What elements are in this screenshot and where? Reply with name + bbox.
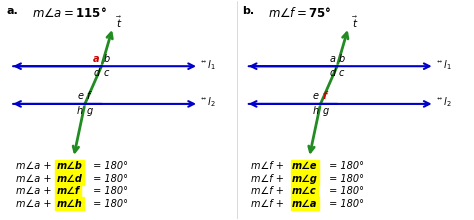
Text: f: f (322, 91, 327, 101)
Text: = 180°: = 180° (326, 186, 364, 196)
Text: c: c (339, 68, 344, 78)
Text: m∠g: m∠g (292, 174, 318, 184)
Text: g: g (322, 106, 328, 116)
Text: e: e (313, 91, 319, 101)
Text: a: a (329, 53, 335, 64)
Text: b.: b. (242, 6, 254, 16)
Text: m∠e: m∠e (292, 161, 318, 171)
Text: m∠f: m∠f (56, 186, 80, 196)
Text: b: b (339, 53, 345, 64)
Text: = 180°: = 180° (326, 199, 364, 209)
Text: m∠f +: m∠f + (251, 161, 287, 171)
Text: g: g (87, 106, 93, 116)
Text: c: c (103, 68, 109, 78)
Text: m∠c: m∠c (292, 186, 317, 196)
Text: $m\angle a = \mathbf{115°}$: $m\angle a = \mathbf{115°}$ (32, 6, 107, 20)
Text: m∠a +: m∠a + (16, 199, 54, 209)
Text: = 180°: = 180° (91, 174, 128, 184)
Text: a: a (93, 53, 100, 64)
Text: $\vec{t}$: $\vec{t}$ (116, 14, 123, 30)
Text: = 180°: = 180° (326, 174, 364, 184)
Text: m∠f +: m∠f + (251, 199, 287, 209)
Text: $\overleftrightarrow{l}_1$: $\overleftrightarrow{l}_1$ (437, 58, 451, 72)
Text: m∠a +: m∠a + (16, 174, 54, 184)
Text: $\overleftrightarrow{l}_1$: $\overleftrightarrow{l}_1$ (201, 58, 216, 72)
Text: e: e (77, 91, 83, 101)
Text: m∠f +: m∠f + (251, 174, 287, 184)
Text: m∠a +: m∠a + (16, 186, 54, 196)
Text: d: d (329, 68, 335, 78)
Text: = 180°: = 180° (326, 161, 364, 171)
Text: = 180°: = 180° (91, 161, 128, 171)
Text: b: b (103, 53, 109, 64)
Text: $\overleftrightarrow{l}_2$: $\overleftrightarrow{l}_2$ (201, 96, 216, 110)
Text: m∠d: m∠d (56, 174, 82, 184)
Text: a.: a. (6, 6, 18, 16)
Text: = 180°: = 180° (91, 186, 128, 196)
Text: $\vec{t}$: $\vec{t}$ (352, 14, 358, 30)
Text: f: f (87, 91, 90, 101)
Text: m∠h: m∠h (56, 199, 82, 209)
Text: d: d (93, 68, 100, 78)
Text: m∠a: m∠a (292, 199, 318, 209)
Text: m∠a +: m∠a + (16, 161, 54, 171)
Text: h: h (313, 106, 319, 116)
Text: $\overleftrightarrow{l}_2$: $\overleftrightarrow{l}_2$ (437, 96, 451, 110)
Text: m∠b: m∠b (56, 161, 82, 171)
Text: m∠f +: m∠f + (251, 186, 287, 196)
Text: h: h (77, 106, 83, 116)
Text: $m\angle f = \mathbf{75°}$: $m\angle f = \mathbf{75°}$ (268, 6, 331, 20)
Text: = 180°: = 180° (91, 199, 128, 209)
